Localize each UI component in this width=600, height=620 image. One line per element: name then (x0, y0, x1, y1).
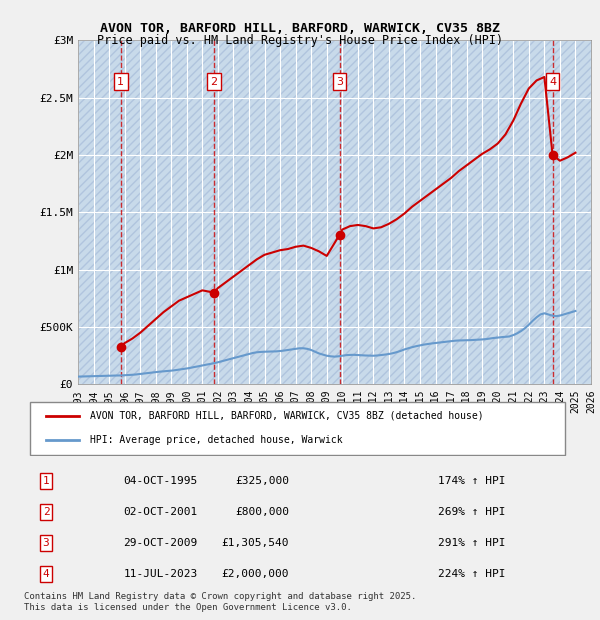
Text: 291% ↑ HPI: 291% ↑ HPI (438, 538, 505, 548)
Text: AVON TOR, BARFORD HILL, BARFORD, WARWICK, CV35 8BZ (detached house): AVON TOR, BARFORD HILL, BARFORD, WARWICK… (90, 410, 484, 420)
Text: 3: 3 (336, 77, 343, 87)
Text: 1: 1 (43, 476, 49, 486)
Text: 04-OCT-1995: 04-OCT-1995 (124, 476, 197, 486)
Text: Contains HM Land Registry data © Crown copyright and database right 2025.
This d: Contains HM Land Registry data © Crown c… (24, 592, 416, 611)
Text: £325,000: £325,000 (235, 476, 289, 486)
Text: 02-OCT-2001: 02-OCT-2001 (124, 507, 197, 517)
Text: 224% ↑ HPI: 224% ↑ HPI (438, 569, 505, 579)
Text: 269% ↑ HPI: 269% ↑ HPI (438, 507, 505, 517)
Text: 4: 4 (43, 569, 49, 579)
Text: £1,305,540: £1,305,540 (221, 538, 289, 548)
Text: 11-JUL-2023: 11-JUL-2023 (124, 569, 197, 579)
Text: 4: 4 (549, 77, 556, 87)
Text: £2,000,000: £2,000,000 (221, 569, 289, 579)
Text: 1: 1 (117, 77, 124, 87)
Text: HPI: Average price, detached house, Warwick: HPI: Average price, detached house, Warw… (90, 435, 343, 445)
Text: 2: 2 (43, 507, 49, 517)
Text: Price paid vs. HM Land Registry's House Price Index (HPI): Price paid vs. HM Land Registry's House … (97, 34, 503, 47)
Text: AVON TOR, BARFORD HILL, BARFORD, WARWICK, CV35 8BZ: AVON TOR, BARFORD HILL, BARFORD, WARWICK… (100, 22, 500, 35)
Text: 3: 3 (43, 538, 49, 548)
Text: 174% ↑ HPI: 174% ↑ HPI (438, 476, 505, 486)
Text: 2: 2 (211, 77, 218, 87)
Text: £800,000: £800,000 (235, 507, 289, 517)
FancyBboxPatch shape (29, 402, 565, 454)
Text: 29-OCT-2009: 29-OCT-2009 (124, 538, 197, 548)
